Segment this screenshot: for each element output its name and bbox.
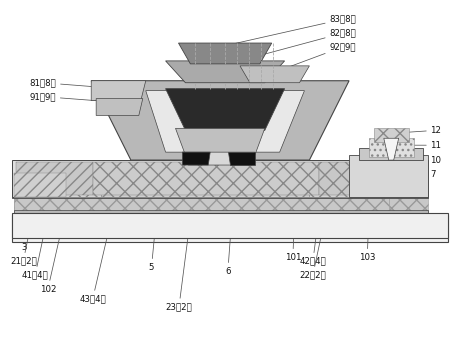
Polygon shape	[96, 99, 143, 116]
Polygon shape	[369, 138, 413, 157]
Polygon shape	[12, 215, 448, 242]
Text: 22（2）: 22（2）	[300, 176, 334, 280]
Polygon shape	[91, 81, 349, 160]
Polygon shape	[12, 213, 448, 238]
Polygon shape	[359, 148, 423, 160]
Polygon shape	[319, 162, 413, 195]
Polygon shape	[14, 210, 428, 216]
Text: 91（9）: 91（9）	[30, 92, 119, 102]
Polygon shape	[310, 173, 409, 197]
Polygon shape	[16, 162, 93, 195]
Polygon shape	[14, 195, 389, 215]
Text: 21（2）: 21（2）	[10, 173, 41, 266]
Polygon shape	[14, 173, 101, 197]
Polygon shape	[14, 173, 66, 197]
Polygon shape	[228, 152, 255, 165]
Text: 83（8）: 83（8）	[229, 15, 356, 45]
Text: 92（9）: 92（9）	[269, 42, 356, 74]
Text: 10: 10	[425, 156, 441, 164]
Polygon shape	[12, 188, 428, 198]
Text: 41（4）: 41（4）	[22, 176, 56, 280]
Text: 103: 103	[359, 216, 375, 262]
Text: 6: 6	[225, 176, 235, 276]
Text: 43（4）: 43（4）	[79, 179, 121, 303]
Text: 7: 7	[427, 171, 436, 179]
Polygon shape	[179, 43, 272, 64]
Polygon shape	[374, 128, 409, 142]
Polygon shape	[384, 138, 399, 160]
Text: 42（4）: 42（4）	[300, 174, 326, 266]
Text: 12: 12	[408, 126, 441, 135]
Polygon shape	[93, 162, 319, 195]
Text: 11: 11	[412, 141, 441, 150]
Polygon shape	[12, 160, 428, 197]
Polygon shape	[14, 195, 86, 215]
Polygon shape	[389, 195, 428, 215]
Polygon shape	[175, 128, 265, 155]
Polygon shape	[349, 155, 428, 197]
Text: 82（8）: 82（8）	[233, 28, 356, 62]
Polygon shape	[240, 66, 310, 83]
Text: 102: 102	[40, 178, 73, 294]
Polygon shape	[91, 81, 146, 101]
Polygon shape	[165, 89, 284, 130]
Polygon shape	[101, 173, 310, 197]
Text: 81（8）: 81（8）	[30, 78, 118, 88]
Polygon shape	[182, 152, 255, 165]
Text: 3: 3	[22, 171, 51, 252]
Text: 101: 101	[284, 216, 301, 262]
Text: 5: 5	[149, 174, 161, 272]
Text: 23（2）: 23（2）	[165, 181, 195, 311]
Polygon shape	[182, 152, 210, 165]
Text: 1: 1	[443, 219, 449, 228]
Polygon shape	[165, 61, 284, 83]
Polygon shape	[146, 91, 304, 152]
